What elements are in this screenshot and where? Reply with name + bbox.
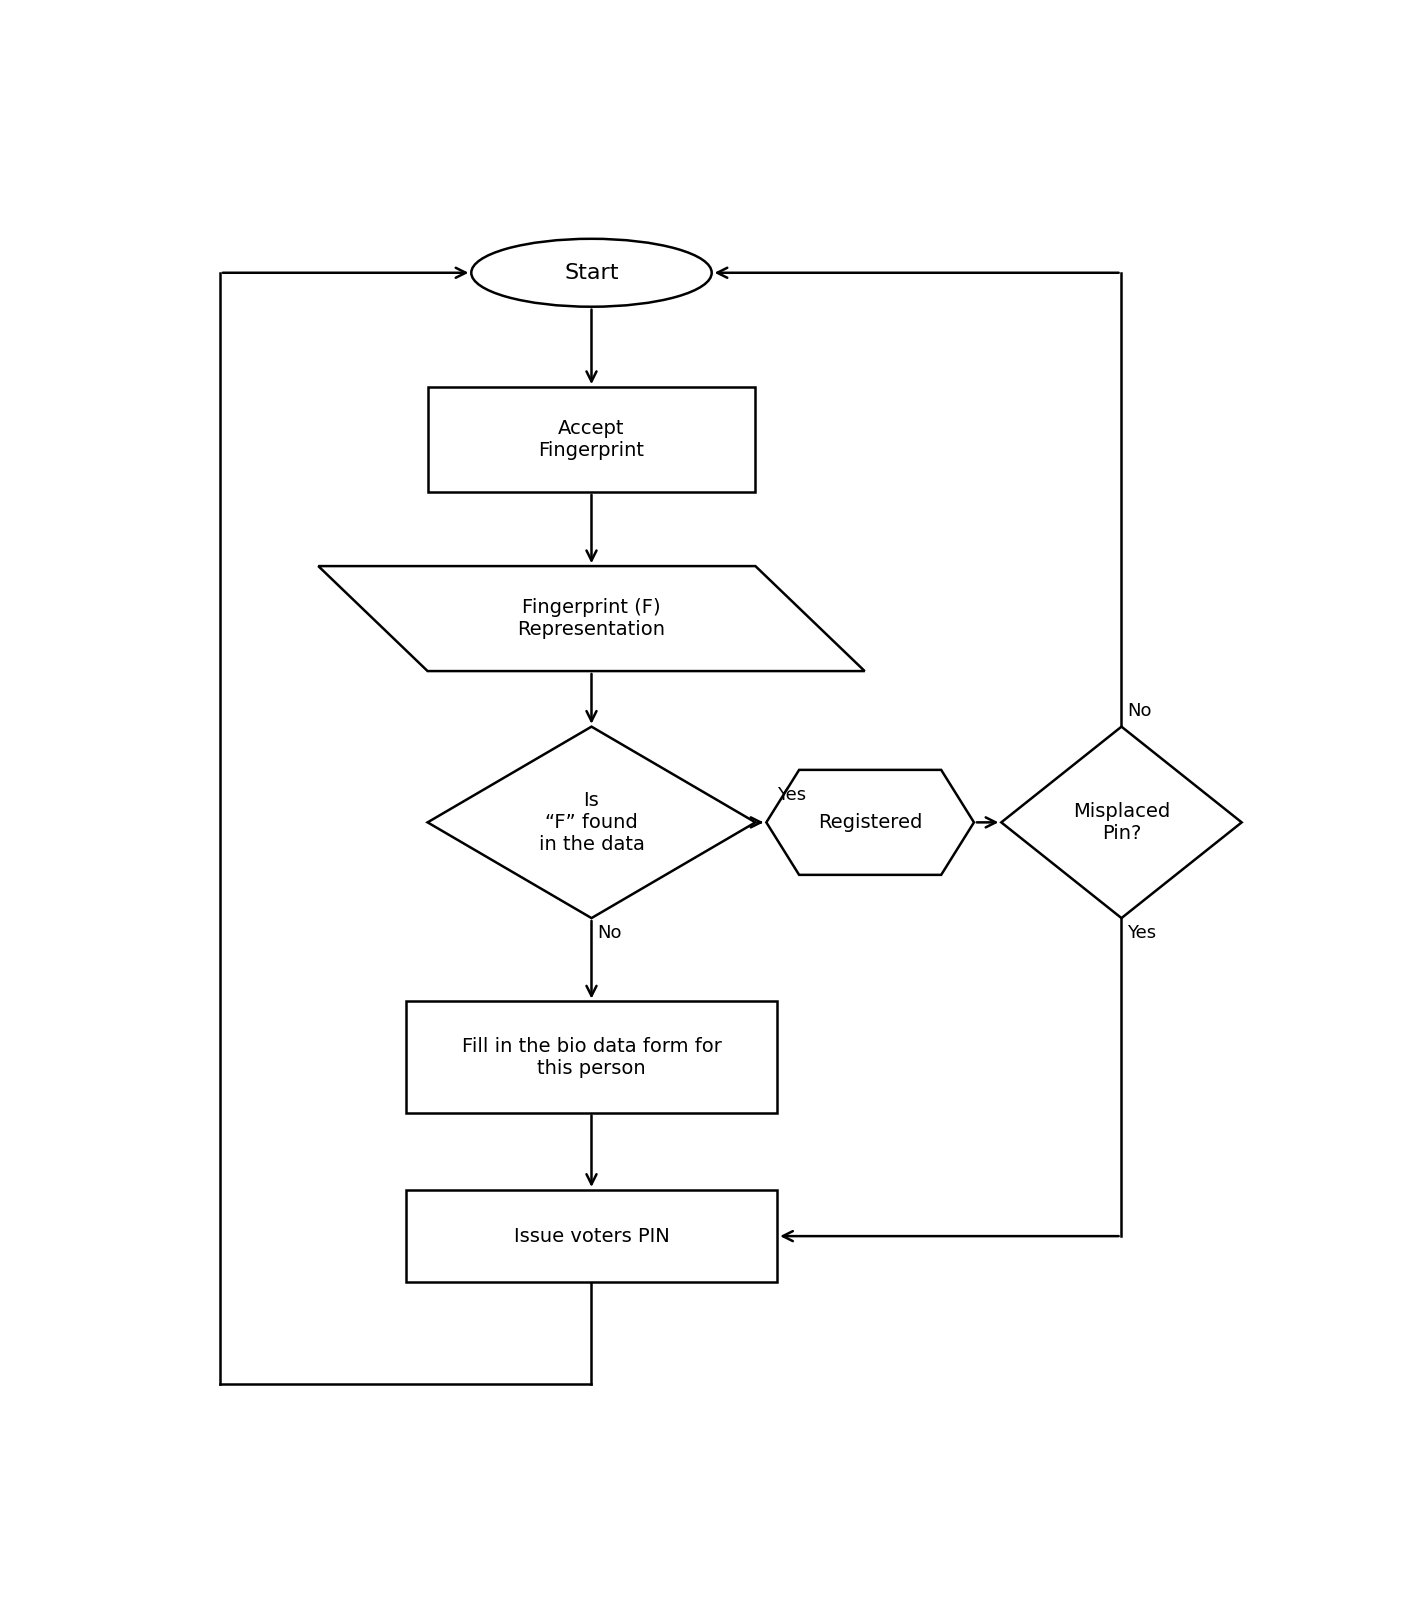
Text: No: No — [596, 924, 622, 942]
Text: Yes: Yes — [1127, 924, 1156, 942]
Text: Registered: Registered — [818, 813, 922, 832]
Text: Yes: Yes — [777, 786, 807, 804]
Text: Is
“F” found
in the data: Is “F” found in the data — [539, 791, 644, 853]
Text: Start: Start — [564, 263, 619, 282]
Text: Accept
Fingerprint: Accept Fingerprint — [539, 419, 644, 460]
Text: Issue voters PIN: Issue voters PIN — [513, 1227, 670, 1246]
Bar — [406, 1001, 777, 1113]
Text: No: No — [1127, 703, 1152, 720]
Bar — [406, 1190, 777, 1283]
Polygon shape — [1001, 727, 1242, 917]
Text: Fill in the bio data form for
this person: Fill in the bio data form for this perso… — [461, 1036, 722, 1078]
Text: Fingerprint (F)
Representation: Fingerprint (F) Representation — [517, 598, 666, 638]
Text: Misplaced
Pin?: Misplaced Pin? — [1073, 802, 1170, 842]
Polygon shape — [319, 566, 864, 670]
Bar — [427, 387, 756, 492]
Polygon shape — [767, 770, 974, 874]
Polygon shape — [427, 727, 756, 917]
